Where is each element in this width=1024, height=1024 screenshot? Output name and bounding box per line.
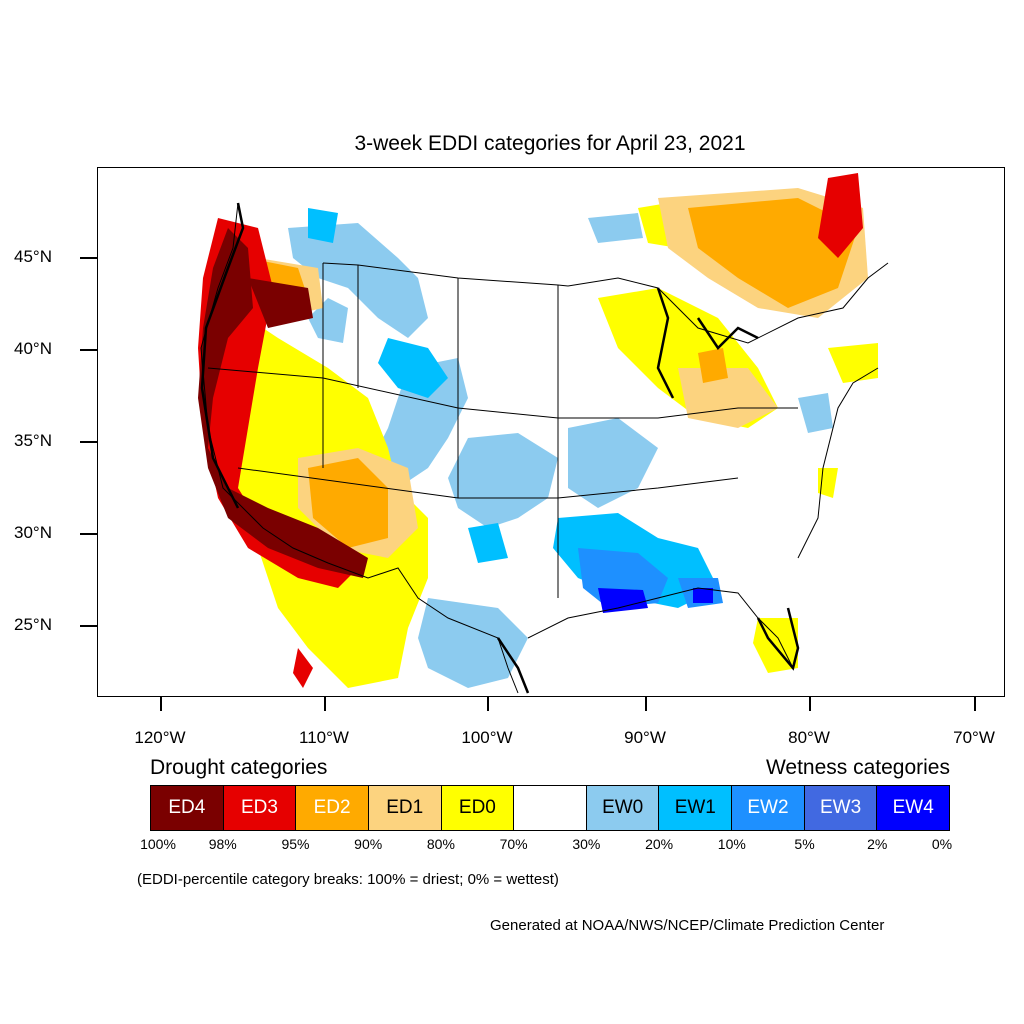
- category-legend: ED4 ED3 ED2 ED1 ED0 EW0 EW1 EW2 EW3 EW4: [150, 785, 950, 831]
- lat-label-35: 35°N: [14, 431, 52, 450]
- legend-ed3-label: ED3: [240, 797, 278, 818]
- legend-note: (EDDI-percentile category breaks: 100% =…: [137, 871, 559, 888]
- wetness-heading: Wetness categories: [765, 756, 950, 779]
- lon-tick-100: [487, 697, 489, 711]
- lon-tick-120: [160, 697, 162, 711]
- legend-ed0: ED0: [441, 786, 515, 830]
- lon-label-100: 100°W: [461, 728, 513, 747]
- lon-label-70: 70°W: [953, 728, 995, 747]
- legend-ew4-label: EW4: [892, 797, 934, 818]
- lat-tick-25: [80, 625, 97, 627]
- legend-ew4: EW4: [877, 786, 950, 830]
- lat-tick-45: [80, 257, 97, 259]
- lon-tick-70: [974, 697, 976, 711]
- legend-ew0: EW0: [586, 786, 660, 830]
- coastline-thick: [200, 202, 800, 694]
- map-plot-area: [97, 167, 1005, 697]
- eddi-map-svg: [198, 173, 889, 694]
- legend-break-label: 30%: [572, 836, 601, 852]
- map-title: 3-week EDDI categories for April 23, 202…: [354, 132, 746, 155]
- lat-label-30: 30°N: [14, 523, 52, 542]
- legend-ed4: ED4: [151, 786, 224, 830]
- legend-ed3: ED3: [223, 786, 297, 830]
- legend-ew3-label: EW3: [819, 797, 862, 818]
- drought-ed4-regions: [198, 228, 368, 578]
- legend-break-label: 98%: [208, 836, 237, 852]
- lat-tick-35: [80, 441, 97, 443]
- legend-ed2: ED2: [296, 786, 369, 830]
- legend-break-label: 80%: [426, 836, 455, 852]
- lat-label-25: 25°N: [14, 615, 52, 634]
- legend-ed0-label: ED0: [458, 797, 496, 818]
- legend-ew2: EW2: [732, 786, 805, 830]
- legend-ed1: ED1: [368, 786, 442, 830]
- lon-tick-90: [645, 697, 647, 711]
- legend-ed4-label: ED4: [168, 797, 206, 818]
- lat-label-40: 40°N: [14, 339, 52, 358]
- legend-break-label: 100%: [140, 836, 176, 852]
- legend-ew1-label: EW1: [674, 797, 716, 818]
- drought-heading: Drought categories: [150, 756, 328, 779]
- lon-label-90: 90°W: [624, 728, 666, 747]
- legend-ew1: EW1: [659, 786, 733, 830]
- legend-ew0-label: EW0: [602, 797, 644, 818]
- legend-break-label: 0%: [931, 836, 953, 852]
- legend-ed2-label: ED2: [313, 797, 351, 818]
- lon-label-110: 110°W: [299, 728, 349, 747]
- lon-label-80: 80°W: [788, 728, 830, 747]
- legend-break-label: 70%: [499, 836, 528, 852]
- lon-tick-110: [324, 697, 326, 711]
- legend-ew2-label: EW2: [747, 797, 789, 818]
- legend-ew3: EW3: [804, 786, 878, 830]
- legend-break-label: 2%: [867, 836, 888, 852]
- legend-break-label: 10%: [717, 836, 746, 852]
- wetness-ew0-regions: [288, 213, 833, 688]
- credit-line: Generated at NOAA/NWS/NCEP/Climate Predi…: [490, 917, 885, 934]
- lat-tick-40: [80, 349, 97, 351]
- legend-neutral: [514, 786, 587, 830]
- legend-ed1-label: ED1: [386, 797, 424, 818]
- legend-break-label: 90%: [354, 836, 383, 852]
- lon-tick-80: [809, 697, 811, 711]
- lat-label-45: 45°N: [14, 247, 52, 266]
- legend-break-label: 20%: [645, 836, 674, 852]
- legend-break-label: 95%: [281, 836, 310, 852]
- lat-tick-30: [80, 533, 97, 535]
- legend-break-label: 5%: [794, 836, 815, 852]
- wetness-ew4-regions: [598, 588, 713, 613]
- lon-label-120: 120°W: [134, 728, 186, 747]
